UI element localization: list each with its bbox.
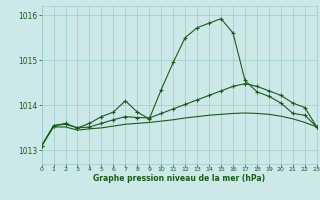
X-axis label: Graphe pression niveau de la mer (hPa): Graphe pression niveau de la mer (hPa) (93, 174, 265, 183)
